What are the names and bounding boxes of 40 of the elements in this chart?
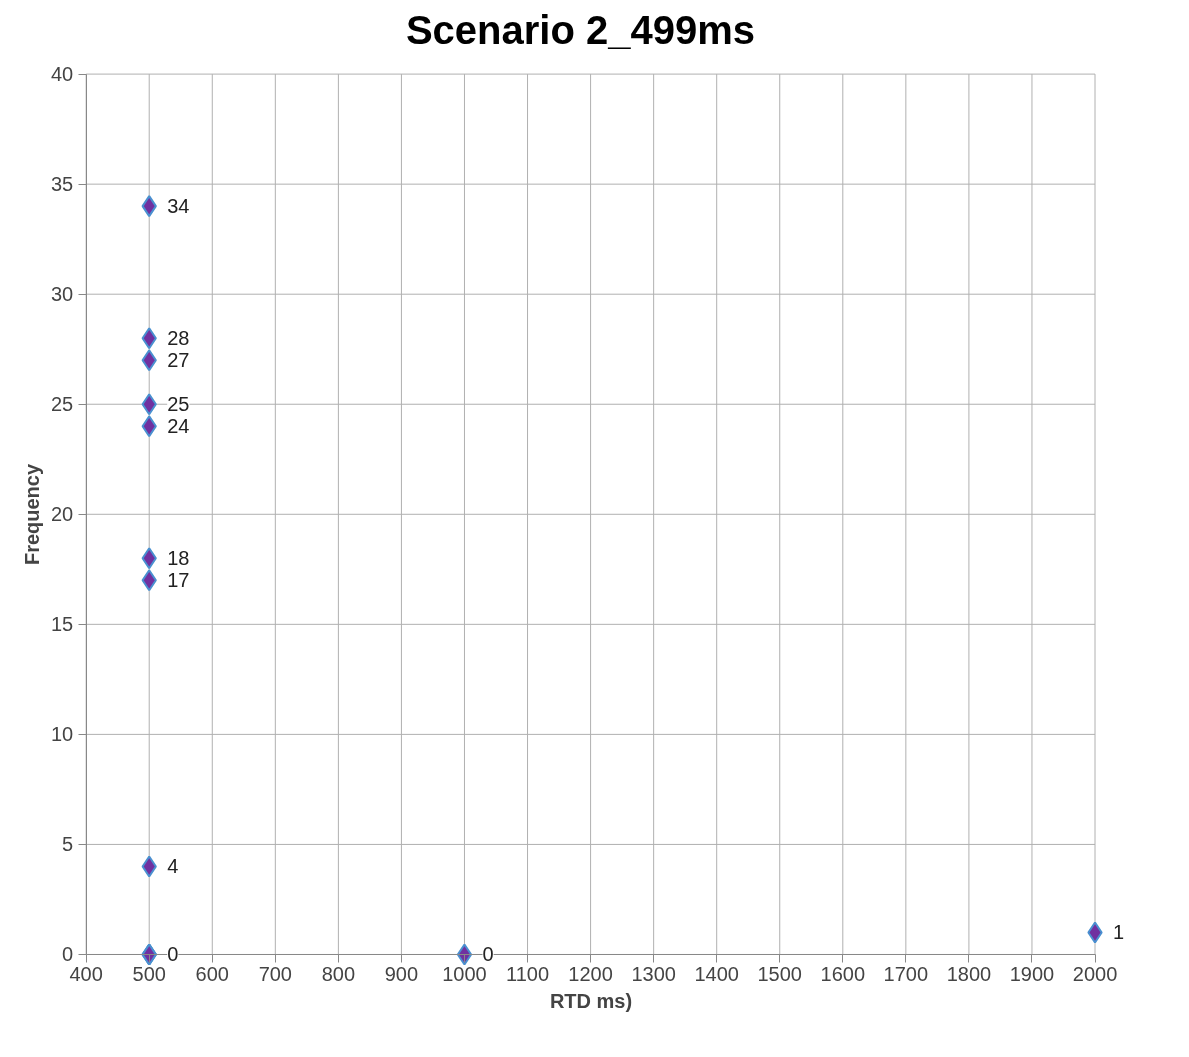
x-tick-label: 1600 [820, 963, 866, 986]
x-tick-label: 1800 [946, 963, 992, 986]
text: 27 [167, 349, 190, 372]
y-tick-label: 0 [62, 943, 74, 966]
text: 1 [1113, 921, 1125, 944]
y-tick-label: 35 [50, 173, 74, 196]
text: 25 [167, 393, 190, 416]
y-tick-label: 20 [50, 503, 74, 526]
y-tick-label: 25 [50, 393, 74, 416]
y-axis-title: Frequency [21, 463, 44, 566]
x-tick-label: 400 [69, 963, 103, 986]
y-tick-label: 15 [50, 613, 74, 636]
chart-title: Scenario 2_499ms [405, 7, 756, 52]
text: 24 [167, 415, 190, 438]
text: 28 [167, 327, 190, 350]
text: 0 [167, 943, 179, 966]
x-tick-label: 600 [195, 963, 229, 986]
text: 18 [167, 547, 190, 570]
text: 34 [167, 195, 190, 218]
x-tick-label: 700 [258, 963, 293, 986]
x-tick-label: 1000 [442, 963, 487, 986]
y-tick-label: 40 [50, 63, 74, 86]
text: 0 [482, 943, 494, 966]
x-tick-label: 2000 [1072, 963, 1118, 986]
x-tick-label: 500 [132, 963, 166, 986]
x-tick-label: 1900 [1009, 963, 1055, 986]
x-tick-label: 900 [384, 963, 419, 986]
x-tick-label: 1200 [568, 963, 613, 986]
y-tick-label: 30 [50, 283, 74, 306]
x-tick-label: 1500 [757, 963, 802, 986]
x-tick-label: 1700 [883, 963, 929, 986]
y-tick-label: 5 [62, 833, 74, 856]
x-tick-label: 800 [321, 963, 356, 986]
x-tick-label: 1400 [694, 963, 739, 986]
text: 4 [167, 855, 179, 878]
x-tick-label: 1300 [631, 963, 676, 986]
x-tick-label: 1100 [506, 963, 550, 986]
y-tick-label: 10 [50, 723, 74, 746]
x-axis-title: RTD ms) [549, 989, 633, 1012]
text: 17 [167, 569, 190, 592]
